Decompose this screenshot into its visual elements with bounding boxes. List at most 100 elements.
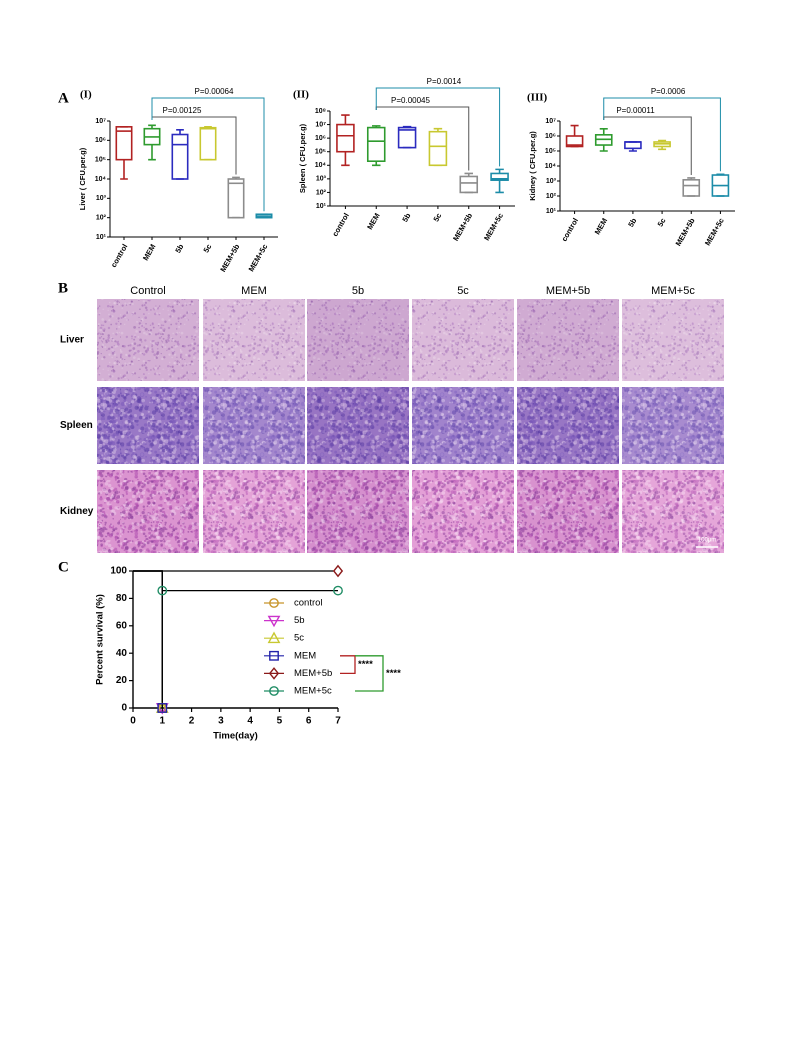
y-tick-label: 10³: [96, 195, 107, 202]
y-tick-label: 10⁴: [315, 162, 327, 169]
x-tick-label: MEM+5b: [451, 211, 474, 242]
legend-label: MEM: [294, 650, 316, 661]
significance-bracket: [151, 116, 237, 175]
y-tick-label: 10²: [546, 193, 557, 200]
y-axis-label: Liver ( CFU.per.g): [78, 147, 87, 210]
significance-bracket: [375, 87, 501, 167]
whisker-low: [148, 144, 156, 161]
histology-image: [307, 470, 409, 553]
histology-image: [622, 470, 724, 553]
chart-title: (III): [527, 92, 548, 104]
histology-image: [97, 299, 199, 381]
box: [115, 126, 133, 161]
legend-label: control: [294, 598, 323, 609]
y-tick-label: 60: [116, 620, 128, 631]
row-label: Spleen: [60, 420, 93, 431]
significance-bracket: [375, 106, 470, 171]
image-shade: [97, 470, 199, 553]
image-shade: [203, 299, 305, 381]
box: [171, 133, 189, 180]
significance-stars: ****: [358, 659, 373, 670]
histology-image: [412, 299, 514, 381]
x-tick-label: control: [330, 211, 351, 238]
box: [490, 172, 509, 181]
image-shade: [97, 299, 199, 381]
marker: [333, 585, 343, 596]
p-value: P=0.00064: [195, 87, 234, 96]
box: [199, 126, 217, 161]
image-shade: [517, 387, 619, 464]
legend-marker: [269, 650, 279, 661]
y-tick-label: 10⁸: [315, 108, 326, 115]
histology-image: [307, 299, 409, 381]
x-tick-label: 1: [160, 716, 166, 727]
p-value: P=0.0014: [427, 77, 462, 86]
histology-image: [97, 387, 199, 464]
y-tick-label: 10⁴: [95, 176, 107, 183]
y-tick-label: 100: [110, 566, 127, 577]
significance-bracket: [603, 97, 721, 172]
y-axis-label: Kidney ( CFU.per.g): [528, 131, 537, 201]
box: [428, 130, 448, 167]
x-tick-label: 6: [306, 716, 312, 727]
histology-image: [97, 470, 199, 553]
histology-image: [517, 387, 619, 464]
legend-marker: [267, 631, 281, 644]
x-tick-label: 4: [247, 716, 253, 727]
x-tick-label: MEM: [365, 211, 382, 231]
x-tick-label: control: [109, 242, 130, 269]
y-tick-label: 10²: [316, 189, 327, 196]
significance-bracket: [355, 655, 384, 692]
x-axis-label: Time(day): [213, 731, 258, 742]
whisker-low: [599, 145, 608, 152]
y-tick-label: 10¹: [96, 234, 107, 241]
x-tick-label: 5c: [201, 242, 213, 254]
legend-label: MEM+5b: [294, 668, 332, 679]
x-tick-label: MEM+5c: [703, 216, 726, 247]
histology-image: [203, 387, 305, 464]
image-shade: [412, 470, 514, 553]
image-shade: [622, 470, 724, 553]
legend-marker: [269, 686, 279, 696]
legend-label: 5c: [294, 633, 304, 644]
image-shade: [622, 387, 724, 464]
whisker-low: [495, 180, 504, 194]
x-tick-label: 7: [335, 716, 341, 727]
whisker-high: [341, 114, 350, 125]
x-tick-label: 5c: [431, 211, 443, 223]
chart-title: (II): [293, 89, 309, 101]
y-tick-label: 10¹: [546, 208, 557, 215]
image-shade: [307, 470, 409, 553]
image-shade: [307, 387, 409, 464]
marker: [332, 564, 344, 578]
box: [565, 135, 584, 148]
x-tick-label: 5b: [173, 242, 185, 254]
histology-image: [622, 299, 724, 381]
significance-bracket: [340, 655, 356, 675]
legend-marker: [268, 667, 280, 680]
y-tick-label: 20: [116, 675, 128, 686]
histology-image: [622, 387, 724, 464]
y-tick-label: 10³: [316, 176, 327, 183]
x-tick-label: 5b: [626, 216, 638, 228]
image-shade: [97, 387, 199, 464]
image-shade: [203, 387, 305, 464]
marker: [157, 585, 168, 596]
box: [366, 126, 386, 163]
significance-bracket: [603, 116, 692, 175]
image-shade: [203, 470, 305, 553]
whisker-low: [341, 151, 350, 167]
x-tick-label: MEM: [593, 216, 610, 236]
x-tick-label: control: [560, 216, 581, 243]
x-tick-label: 5: [277, 716, 283, 727]
image-shade: [622, 299, 724, 381]
row-label: Liver: [60, 335, 84, 346]
box: [397, 126, 417, 149]
significance-stars: ****: [386, 668, 401, 679]
p-value: P=0.00125: [163, 106, 202, 115]
y-tick-label: 10⁶: [545, 133, 556, 140]
column-header: 5c: [457, 285, 469, 297]
histology-image: [412, 470, 514, 553]
